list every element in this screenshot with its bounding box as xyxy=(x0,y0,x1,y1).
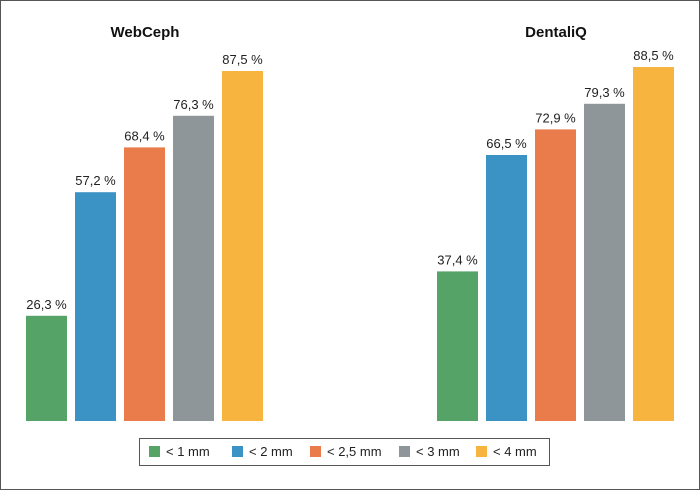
bar xyxy=(633,67,674,421)
group-title: WebCeph xyxy=(111,24,180,41)
bar xyxy=(584,103,625,422)
bar xyxy=(124,147,165,421)
legend-item: < 2 mm xyxy=(232,444,293,459)
legend-swatch xyxy=(310,446,321,457)
legend-item: < 2,5 mm xyxy=(310,444,382,459)
legend-label: < 2 mm xyxy=(249,444,293,459)
legend-label: < 1 mm xyxy=(166,444,210,459)
group-title: DentaliQ xyxy=(525,24,587,41)
bar-group-dentaliq: DentaliQ 37,4 % 66,5 % 72,9 % 79,3 % 88,5 % xyxy=(437,24,674,422)
data-label: 88,5 % xyxy=(633,48,674,63)
data-label: 57,2 % xyxy=(75,173,116,188)
data-label: 72,9 % xyxy=(535,110,576,125)
bar xyxy=(26,315,67,421)
data-label: 26,3 % xyxy=(26,297,67,312)
bar xyxy=(437,271,478,421)
bar-group-webceph: WebCeph 26,3 % 57,2 % 68,4 % 76,3 % 87,5 % xyxy=(26,24,263,422)
data-label: 87,5 % xyxy=(222,52,263,67)
legend-item: < 4 mm xyxy=(476,444,537,459)
bar xyxy=(486,155,527,421)
bar xyxy=(173,115,214,422)
legend-swatch xyxy=(232,446,243,457)
legend: < 1 mm < 2 mm < 2,5 mm < 3 mm < 4 mm xyxy=(139,438,550,466)
data-label: 37,4 % xyxy=(437,252,478,267)
legend-label: < 2,5 mm xyxy=(327,444,382,459)
bar xyxy=(222,71,263,421)
legend-swatch xyxy=(476,446,487,457)
bar xyxy=(535,129,576,421)
data-label: 66,5 % xyxy=(486,136,527,151)
data-label: 68,4 % xyxy=(124,128,165,143)
bar-groups: WebCeph 26,3 % 57,2 % 68,4 % 76,3 % 87,5 % Den… xyxy=(26,24,674,422)
data-label: 79,3 % xyxy=(584,85,625,100)
legend-label: < 3 mm xyxy=(416,444,460,459)
bar xyxy=(75,192,116,421)
legend-item: < 3 mm xyxy=(399,444,460,459)
legend-swatch xyxy=(399,446,410,457)
legend-label: < 4 mm xyxy=(493,444,537,459)
legend-swatch xyxy=(149,446,160,457)
data-label: 76,3 % xyxy=(173,97,214,112)
legend-item: < 1 mm xyxy=(149,444,210,459)
